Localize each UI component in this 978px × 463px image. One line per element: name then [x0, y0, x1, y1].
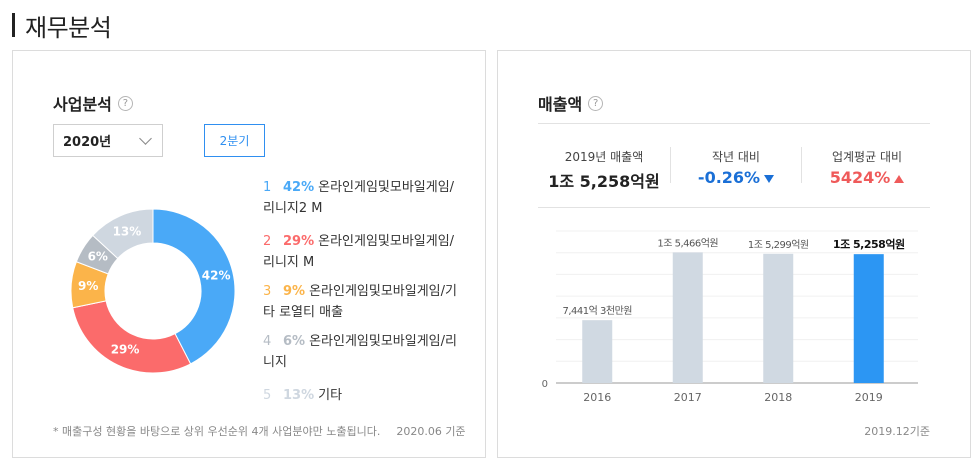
stat-separator — [670, 147, 671, 183]
triangle-up-icon — [894, 174, 905, 183]
legend-item: 5 13% 기타 — [263, 385, 342, 406]
sales-title: 매출액 ? — [538, 91, 604, 115]
legend-item: 1 42% 온라인게임및모바일게임/리니지2 M — [263, 177, 454, 219]
x-tick-label: 2018 — [764, 391, 792, 404]
stat-yoy-value: -0.26% — [697, 168, 761, 187]
legend-name: 기타 — [318, 388, 343, 403]
sales-label: 매출액 — [538, 95, 583, 114]
stat-yoy-value-row: -0.26% — [671, 168, 801, 187]
sales-bar — [672, 252, 703, 383]
legend-percent: 13% — [283, 388, 315, 403]
business-donut-chart: 42% 29% 9% 6% 13% — [70, 208, 236, 374]
bar-value-label: 1조 5,258억원 — [833, 237, 905, 251]
legend-name-continued: 니지 — [263, 355, 287, 370]
help-icon[interactable]: ? — [117, 95, 133, 111]
business-analysis-label: 사업분석 — [53, 95, 112, 114]
bar-value-label: 7,441억 3천만원 — [563, 305, 633, 317]
legend-name: 온라인게임및모바일게임/ — [318, 180, 455, 195]
donut-slice-label: 9% — [78, 279, 98, 293]
legend-name: 온라인게임및모바일게임/ — [318, 234, 455, 249]
year-select-value: 2020년 — [63, 135, 112, 150]
bar-value-label: 1조 5,466억원 — [657, 237, 718, 249]
x-tick-label: 2016 — [583, 391, 611, 404]
footnote-text: * 매출구성 현황을 바탕으로 상위 우선순위 4개 사업분야만 노출됩니다. — [53, 425, 381, 438]
stat-prev-year-label: 2019년 매출액 — [564, 150, 644, 164]
year-select[interactable]: 2020년 — [53, 124, 163, 157]
donut-slice-label: 13% — [113, 224, 142, 238]
sales-bar-chart: 0 7,441억 3천만원 2016 1조 5,466억원 2017 1조 5,299억원… — [542, 230, 918, 404]
legend-percent: 29% — [283, 234, 315, 249]
legend-name: 온라인게임및모바일게임/리 — [309, 334, 457, 349]
title-bar — [12, 13, 15, 37]
legend-percent: 42% — [283, 180, 315, 195]
stats-divider-bottom — [538, 207, 930, 208]
stat-industry: 업계평균 대비 5424% — [802, 148, 932, 187]
legend-item: 2 29% 온라인게임및모바일게임/리니지 M — [263, 231, 454, 273]
legend-name-continued: 리니지 M — [263, 255, 315, 270]
business-analysis-card: 사업분석 ? 2020년 2분기 42% 29% 9% 6% 13% 1 42% 온라인게임… — [12, 50, 486, 458]
legend-name-continued: 타 로열티 매출 — [263, 305, 344, 320]
legend-percent: 9% — [283, 284, 306, 299]
sales-bar — [853, 254, 884, 383]
y-tick-label: 0 — [542, 379, 548, 390]
help-icon[interactable]: ? — [588, 95, 604, 111]
sales-basis-date: 2019.12기준 — [864, 425, 930, 438]
stat-separator — [801, 147, 802, 183]
donut-slice — [72, 300, 192, 374]
stats-divider-top — [538, 123, 930, 124]
donut-slice — [152, 208, 236, 365]
footnote-date: 2020.06 기준 — [396, 425, 466, 438]
legend-name-continued: 리니지2 M — [263, 201, 323, 216]
page-title: 재무분석 — [25, 13, 112, 42]
sales-bar — [763, 253, 794, 383]
legend-rank: 1 — [263, 180, 272, 195]
footnote: * 매출구성 현황을 바탕으로 상위 우선순위 4개 사업분야만 노출됩니다. 2… — [53, 423, 466, 439]
legend-percent: 6% — [283, 334, 306, 349]
triangle-down-icon — [764, 174, 775, 183]
legend-rank: 2 — [263, 234, 272, 249]
x-tick-label: 2019 — [855, 391, 883, 404]
stat-yoy: 작년 대비 -0.26% — [671, 148, 801, 187]
stat-yoy-label: 작년 대비 — [712, 150, 760, 164]
sales-card: 매출액 ? 2019년 매출액 1조 5,258억원 작년 대비 -0.26% … — [497, 50, 971, 458]
legend-name: 온라인게임및모바일게임/기 — [309, 284, 457, 299]
chevron-down-icon — [139, 132, 152, 145]
stat-industry-label: 업계평균 대비 — [831, 150, 903, 164]
donut-slice-label: 42% — [202, 269, 231, 283]
page-header: 재무분석 — [12, 8, 112, 42]
sales-bar — [582, 320, 613, 383]
bar-value-label: 1조 5,299억원 — [748, 239, 809, 251]
donut-slice-label: 6% — [88, 250, 108, 264]
legend-rank: 3 — [263, 284, 272, 299]
x-tick-label: 2017 — [674, 391, 702, 404]
stat-prev-year-value: 1조 5,258억원 — [548, 172, 660, 191]
stat-prev-year: 2019년 매출액 1조 5,258억원 — [538, 148, 670, 192]
donut-slice — [92, 208, 154, 260]
stat-industry-value: 5424% — [829, 168, 891, 187]
business-analysis-title: 사업분석 ? — [53, 91, 133, 115]
stat-industry-value-row: 5424% — [802, 168, 932, 187]
legend-rank: 5 — [263, 388, 272, 403]
legend-rank: 4 — [263, 334, 272, 349]
donut-slice-label: 29% — [111, 343, 140, 357]
quarter-button[interactable]: 2분기 — [204, 124, 265, 157]
